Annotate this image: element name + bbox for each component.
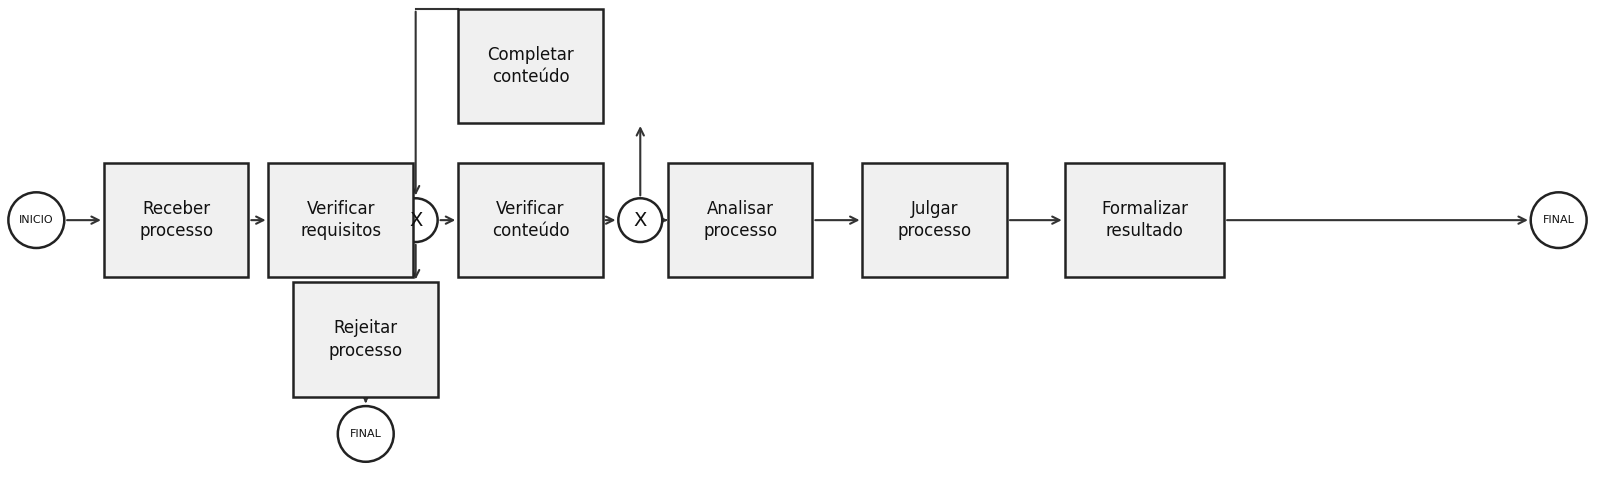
FancyBboxPatch shape — [269, 163, 413, 277]
FancyBboxPatch shape — [293, 282, 438, 397]
FancyBboxPatch shape — [104, 163, 248, 277]
Circle shape — [618, 198, 662, 242]
FancyBboxPatch shape — [1064, 163, 1224, 277]
FancyBboxPatch shape — [458, 163, 603, 277]
Text: X: X — [634, 211, 646, 230]
Text: INICIO: INICIO — [19, 215, 54, 225]
Text: Completar
conteúdo: Completar conteúdo — [486, 46, 574, 86]
FancyBboxPatch shape — [458, 9, 603, 123]
FancyBboxPatch shape — [667, 163, 813, 277]
Text: Verificar
requisitos: Verificar requisitos — [301, 200, 381, 240]
Text: Analisar
processo: Analisar processo — [702, 200, 778, 240]
FancyBboxPatch shape — [862, 163, 1006, 277]
Text: Formalizar
resultado: Formalizar resultado — [1101, 200, 1187, 240]
Text: Rejeitar
processo: Rejeitar processo — [328, 319, 403, 360]
Text: X: X — [410, 211, 422, 230]
Text: FINAL: FINAL — [1542, 215, 1574, 225]
Text: Verificar
conteúdo: Verificar conteúdo — [491, 200, 570, 240]
Circle shape — [338, 406, 394, 462]
Text: FINAL: FINAL — [350, 429, 382, 439]
Text: Receber
processo: Receber processo — [139, 200, 213, 240]
Text: Julgar
processo: Julgar processo — [898, 200, 971, 240]
Circle shape — [394, 198, 438, 242]
Circle shape — [1531, 192, 1587, 248]
Circle shape — [8, 192, 64, 248]
